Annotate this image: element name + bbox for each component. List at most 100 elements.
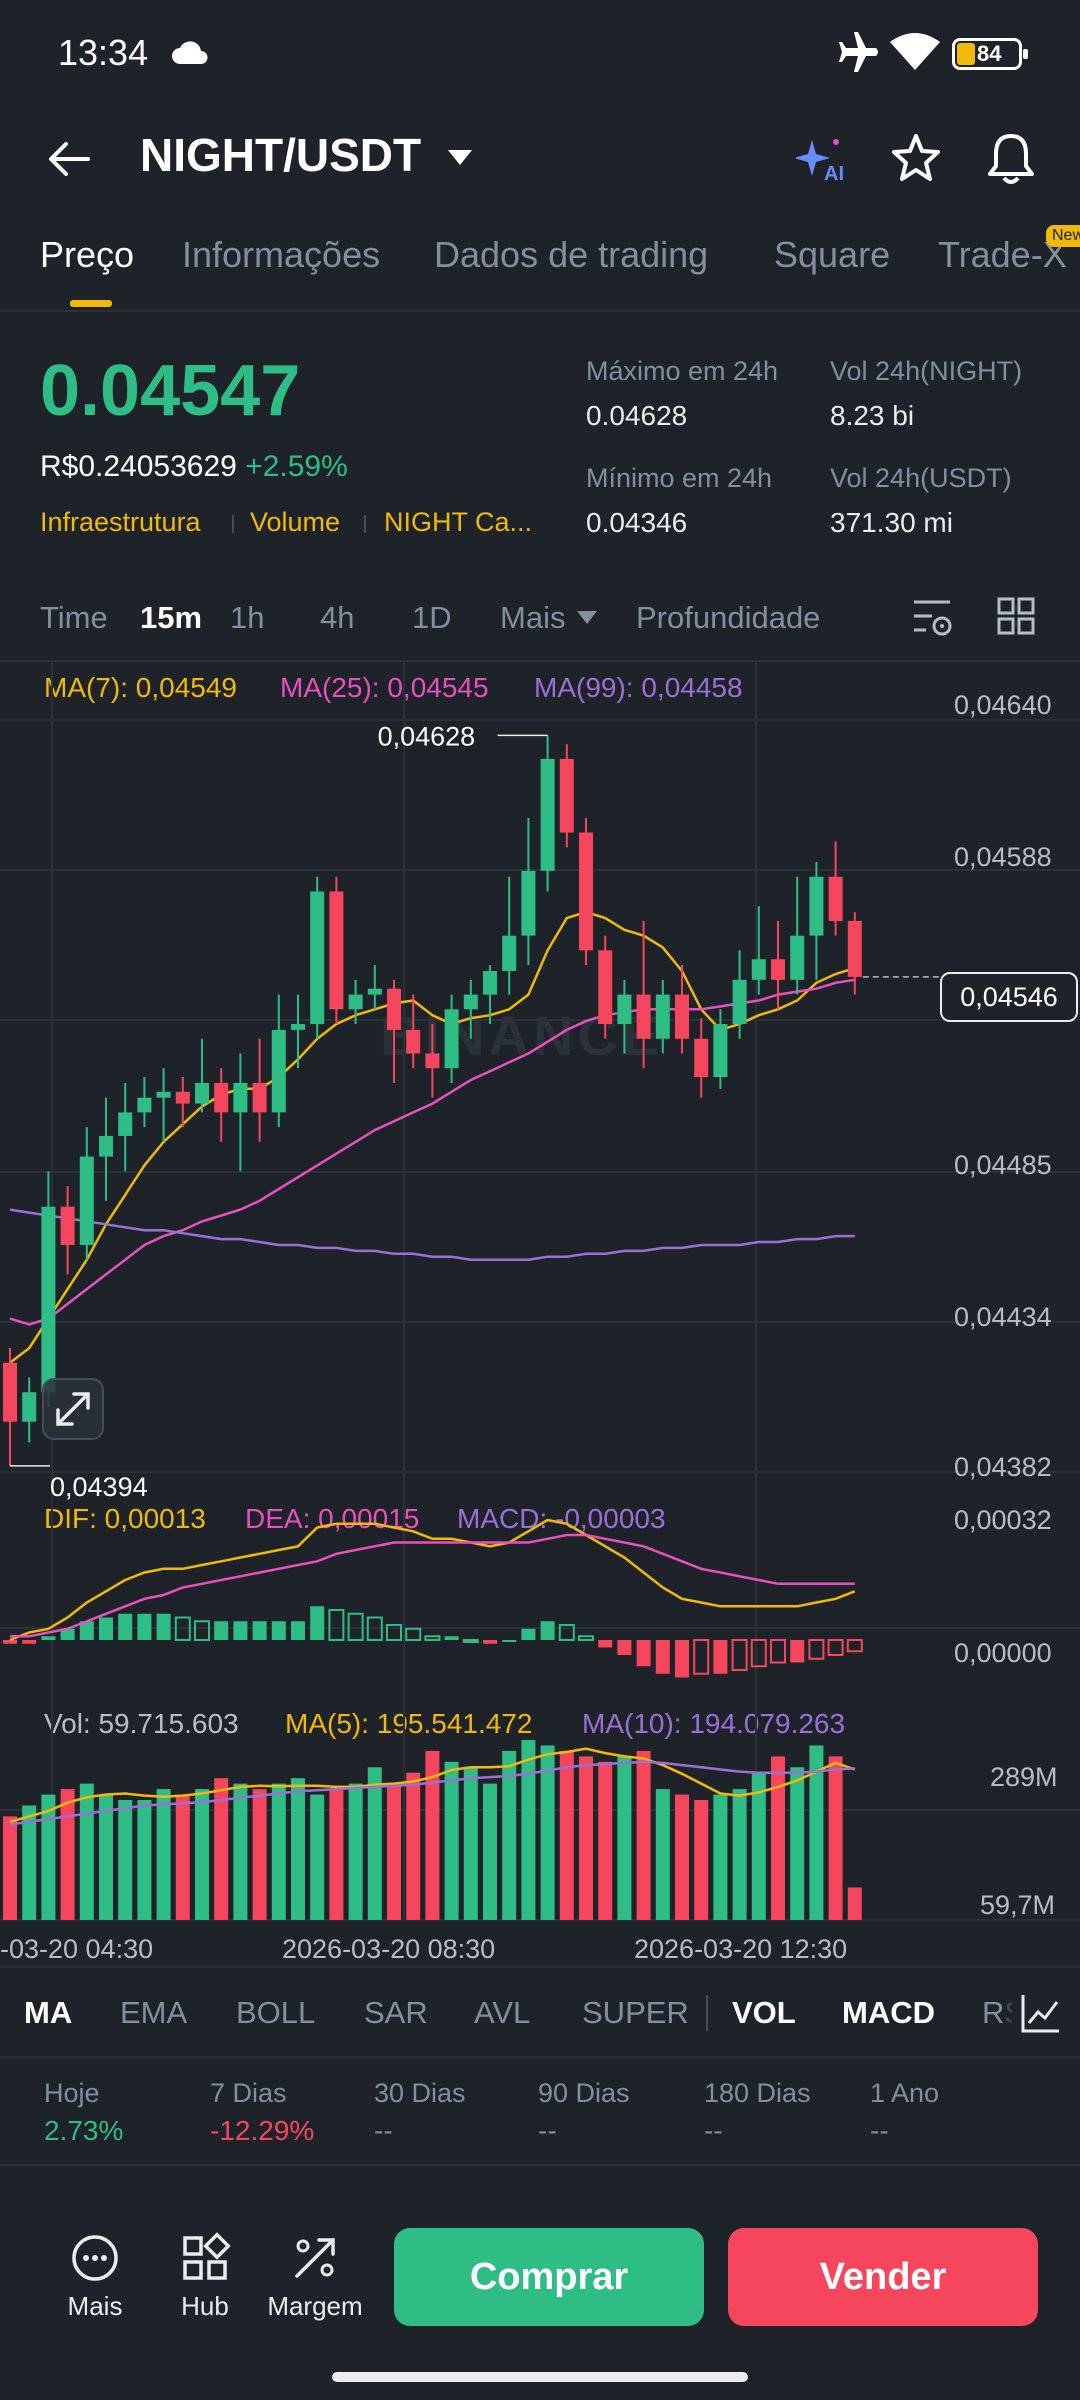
ai-sparkle-icon[interactable]: AI (796, 132, 848, 184)
candle (598, 950, 613, 1025)
tag-night-category[interactable]: NIGHT Ca... (384, 507, 533, 537)
sell-button[interactable]: Vender (728, 2228, 1038, 2326)
perf-divider (0, 2164, 1080, 2166)
vol-quote-label: Vol 24h(USDT) (830, 463, 1012, 493)
star-icon[interactable] (890, 132, 942, 184)
volume-bar (291, 1778, 305, 1920)
indicator-super[interactable]: SUPER (582, 1995, 689, 2030)
tab-bar: Preço Informações Dados de trading Squar… (0, 222, 1080, 312)
bell-icon[interactable] (984, 130, 1038, 186)
tab-preco[interactable]: Preço (40, 234, 135, 275)
ma-line-25 (9, 978, 855, 1326)
top-bar: NIGHT/USDT AI (0, 110, 1080, 220)
fullscreen-button[interactable] (42, 1378, 104, 1440)
tab-divider (0, 310, 1080, 312)
interval-profundidade[interactable]: Profundidade (636, 600, 821, 635)
candle (828, 876, 843, 921)
battery-level (957, 43, 975, 65)
volume-y-tick-0: 289M (990, 1762, 1058, 1792)
interval-time[interactable]: Time (40, 600, 108, 635)
y-tick-1: 0,04588 (954, 842, 1052, 872)
mais-caret-icon (577, 611, 597, 624)
indicator-ma[interactable]: MA (24, 1995, 73, 2030)
candle (636, 994, 651, 1039)
macd-histogram-bar (118, 1613, 133, 1640)
tab-dados-de-trading[interactable]: Dados de trading (434, 234, 709, 275)
chart-settings-icon[interactable] (910, 596, 954, 640)
macd-histogram-bar (750, 1639, 767, 1668)
tab-square[interactable]: Square (774, 234, 891, 275)
perf-label-90d: 90 Dias (538, 2078, 630, 2108)
candle (310, 891, 325, 1025)
candle (60, 1206, 75, 1245)
tab-trade-x[interactable]: Trade-X (938, 234, 1067, 275)
indicator-sar[interactable]: SAR (364, 1995, 428, 2030)
macd-histogram-bar (731, 1639, 748, 1671)
indicator-boll[interactable]: BOLL (236, 1995, 316, 2030)
candle (790, 935, 805, 980)
macd-histogram-bar (578, 1635, 594, 1641)
interval-4h[interactable]: 4h (320, 600, 355, 635)
macd-histogram-bar (655, 1640, 670, 1674)
last-price: 0.04547 (40, 351, 301, 431)
perf-label-30d: 30 Dias (374, 2078, 466, 2108)
interval-15m[interactable]: 15m (140, 600, 203, 635)
candle (271, 1029, 286, 1113)
volume-bar (521, 1740, 536, 1920)
macd-histogram-bar (598, 1640, 613, 1648)
interval-1d[interactable]: 1D (412, 600, 452, 635)
volume-bar (444, 1761, 459, 1920)
back-arrow-icon[interactable] (44, 134, 94, 184)
macd-histogram-bar (808, 1639, 825, 1660)
macd-histogram-bar (156, 1613, 171, 1640)
low-24h-value: 0.04346 (586, 507, 688, 538)
buy-button[interactable]: Comprar (394, 2228, 704, 2326)
fiat-price: R$0.24053629 (40, 450, 237, 483)
interval-1h[interactable]: 1h (230, 600, 265, 635)
nav-hub[interactable]: Hub (150, 2232, 260, 2322)
tab-informacoes[interactable]: Informações (182, 234, 381, 275)
vol-base-label: Vol 24h(NIGHT) (830, 356, 1023, 386)
ma-line-99 (9, 1208, 855, 1261)
indicator-vol[interactable]: VOL (732, 1995, 796, 2030)
candle (732, 979, 747, 1025)
tag-infraestrutura[interactable]: Infraestrutura (40, 507, 201, 537)
indicator-ema[interactable]: EMA (120, 1995, 188, 2030)
candle (521, 870, 536, 936)
candle (348, 994, 363, 1010)
interval-divider (0, 660, 1080, 662)
volume-bar (214, 1778, 229, 1920)
dropdown-caret-icon[interactable] (446, 148, 474, 168)
pair-title[interactable]: NIGHT/USDT (140, 129, 422, 181)
nav-mais[interactable]: Mais (40, 2232, 150, 2322)
indicator-macd[interactable]: MACD (842, 1995, 935, 2030)
volume-ma10-legend: MA(10): 194.079.263 (582, 1708, 846, 1739)
candle (502, 935, 517, 972)
candle (99, 1135, 113, 1157)
active-tab-indicator (70, 300, 112, 307)
macd-histogram-bar (693, 1639, 710, 1675)
candle (367, 988, 382, 995)
candle (406, 1029, 421, 1054)
indicator-settings-icon[interactable] (1020, 1992, 1062, 2034)
macd-histogram-bar (405, 1627, 422, 1641)
tag-volume[interactable]: Volume (250, 507, 341, 537)
macd-histogram-bar (386, 1624, 402, 1641)
macd-dea-line (10, 1533, 855, 1638)
y-tick-3: 0,04485 (954, 1150, 1052, 1180)
macd-histogram-bar (214, 1621, 229, 1640)
interval-mais[interactable]: Mais (500, 600, 566, 635)
macd-histogram-bar (271, 1621, 286, 1640)
indicator-avl[interactable]: AVL (474, 1995, 531, 2030)
macd-histogram-bar (99, 1617, 113, 1640)
candle (579, 832, 593, 951)
vol-base-value: 8.23 bi (830, 400, 915, 431)
volume-bar (406, 1772, 421, 1920)
macd-histogram-bar (252, 1621, 267, 1640)
perf-label-7d: 7 Dias (210, 2078, 287, 2108)
nav-margem[interactable]: Margem (260, 2232, 370, 2322)
layout-grid-icon[interactable] (996, 596, 1036, 636)
more-dots-icon (72, 2235, 118, 2281)
candle (233, 1082, 248, 1113)
